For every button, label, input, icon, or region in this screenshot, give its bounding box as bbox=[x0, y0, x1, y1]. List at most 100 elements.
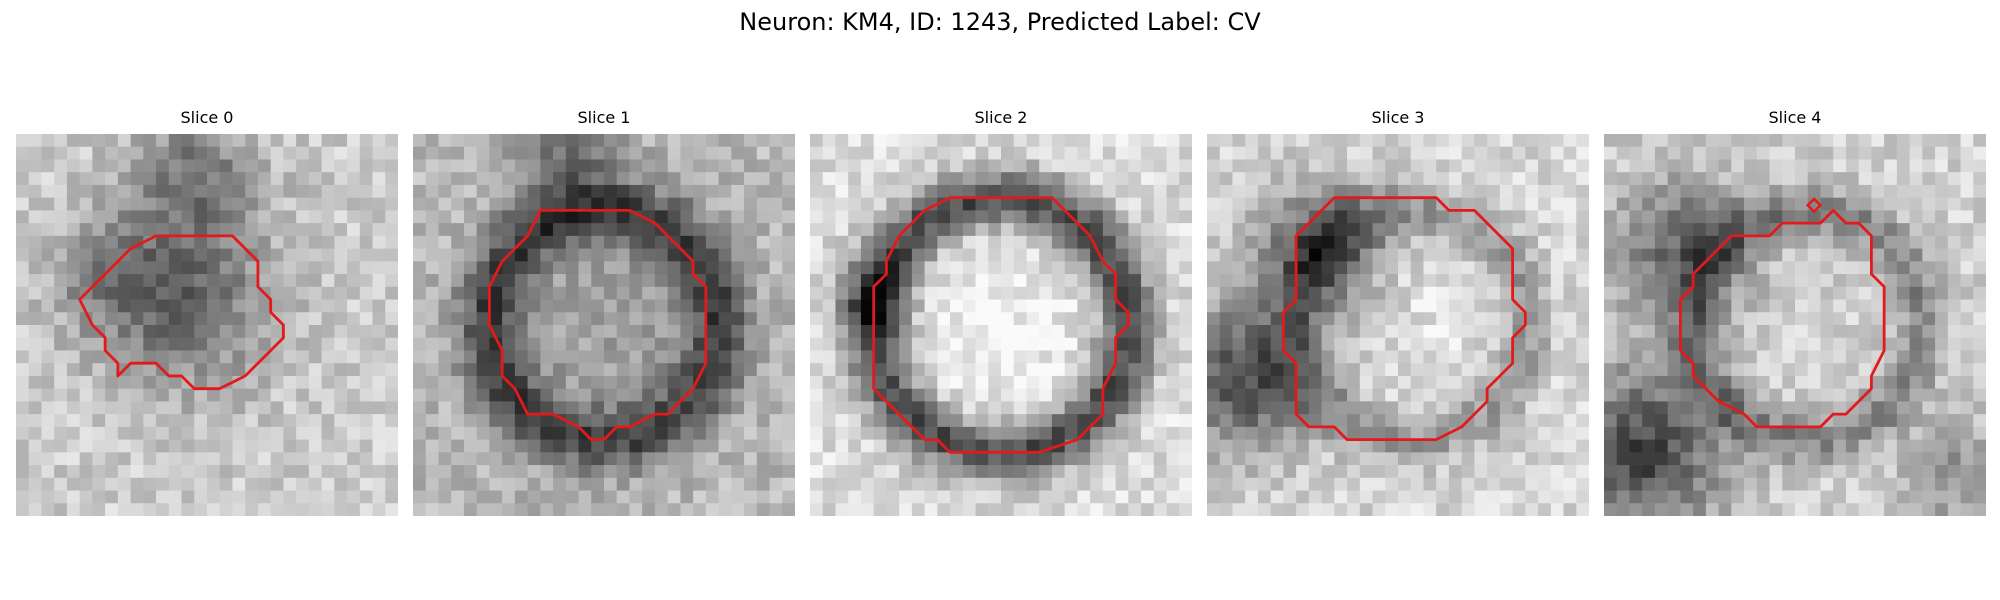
image-pixel bbox=[1461, 363, 1475, 377]
image-pixel bbox=[489, 465, 503, 479]
image-pixel bbox=[1436, 401, 1450, 415]
image-pixel bbox=[334, 490, 348, 504]
image-pixel bbox=[1436, 465, 1450, 479]
image-pixel bbox=[245, 261, 259, 275]
image-pixel bbox=[654, 235, 669, 249]
image-pixel bbox=[835, 375, 849, 390]
image-pixel bbox=[425, 248, 439, 262]
image-pixel bbox=[540, 274, 554, 288]
image-pixel bbox=[1616, 350, 1630, 364]
image-pixel bbox=[1616, 414, 1630, 428]
image-pixel bbox=[41, 388, 55, 402]
image-pixel bbox=[1563, 439, 1577, 453]
image-pixel bbox=[1973, 414, 1986, 428]
image-pixel bbox=[680, 465, 694, 479]
image-pixel bbox=[359, 184, 373, 199]
image-pixel bbox=[731, 477, 745, 491]
image-pixel bbox=[604, 134, 618, 148]
image-pixel bbox=[1820, 299, 1834, 313]
image-pixel bbox=[822, 426, 836, 440]
image-pixel bbox=[1077, 375, 1091, 390]
image-pixel bbox=[975, 426, 989, 440]
image-pixel bbox=[1141, 337, 1155, 351]
image-pixel bbox=[860, 134, 875, 148]
image-pixel bbox=[553, 388, 567, 402]
image-pixel bbox=[1115, 159, 1129, 173]
image-pixel bbox=[514, 375, 528, 390]
image-pixel bbox=[1359, 350, 1373, 364]
image-pixel bbox=[1550, 274, 1564, 288]
image-pixel bbox=[347, 312, 361, 326]
image-pixel bbox=[810, 350, 824, 364]
image-pixel bbox=[822, 248, 836, 262]
image-pixel bbox=[975, 477, 989, 491]
image-pixel bbox=[66, 159, 81, 173]
image-pixel bbox=[283, 325, 297, 339]
image-pixel bbox=[79, 388, 93, 402]
image-pixel bbox=[1756, 210, 1770, 224]
image-pixel bbox=[425, 375, 439, 390]
image-pixel bbox=[1833, 235, 1847, 249]
image-pixel bbox=[1693, 401, 1707, 415]
image-pixel bbox=[1077, 439, 1091, 453]
image-pixel bbox=[642, 503, 656, 516]
image-pixel bbox=[194, 274, 208, 288]
image-pixel bbox=[1347, 452, 1361, 466]
image-pixel bbox=[438, 197, 452, 211]
image-pixel bbox=[578, 465, 592, 479]
image-pixel bbox=[1436, 184, 1450, 199]
image-pixel bbox=[257, 375, 272, 390]
image-pixel bbox=[693, 439, 707, 453]
image-pixel bbox=[756, 286, 770, 300]
image-pixel bbox=[1769, 274, 1783, 288]
image-pixel bbox=[540, 337, 554, 351]
image-pixel bbox=[451, 210, 465, 224]
image-pixel bbox=[578, 223, 592, 237]
image-pixel bbox=[143, 337, 157, 351]
image-pixel bbox=[1820, 223, 1834, 237]
image-pixel bbox=[1321, 274, 1335, 288]
image-pixel bbox=[92, 337, 106, 351]
image-pixel bbox=[1461, 490, 1475, 504]
image-pixel bbox=[1232, 286, 1246, 300]
image-pixel bbox=[1576, 197, 1589, 211]
image-pixel bbox=[1487, 235, 1501, 249]
image-pixel bbox=[283, 197, 297, 211]
image-pixel bbox=[1833, 452, 1847, 466]
image-pixel bbox=[1909, 261, 1923, 275]
image-pixel bbox=[1461, 223, 1475, 237]
image-pixel bbox=[578, 490, 592, 504]
image-pixel bbox=[334, 248, 348, 262]
image-pixel bbox=[924, 286, 938, 300]
image-pixel bbox=[553, 477, 567, 491]
image-pixel bbox=[1973, 146, 1986, 160]
image-pixel bbox=[1115, 426, 1129, 440]
image-pixel bbox=[1512, 363, 1526, 377]
image-pixel bbox=[848, 299, 862, 313]
image-pixel bbox=[1680, 337, 1694, 351]
image-pixel bbox=[1039, 261, 1053, 275]
image-pixel bbox=[1782, 146, 1796, 160]
image-pixel bbox=[1372, 325, 1386, 339]
image-pixel bbox=[1973, 363, 1986, 377]
image-pixel bbox=[79, 274, 93, 288]
image-pixel bbox=[1693, 235, 1707, 249]
image-pixel bbox=[1922, 363, 1936, 377]
image-pixel bbox=[130, 248, 144, 262]
image-pixel bbox=[1654, 401, 1669, 415]
image-pixel bbox=[143, 503, 157, 516]
image-pixel bbox=[1935, 197, 1949, 211]
image-pixel bbox=[257, 197, 272, 211]
image-pixel bbox=[693, 248, 707, 262]
image-pixel bbox=[1896, 312, 1910, 326]
image-pixel bbox=[1576, 235, 1589, 249]
image-pixel bbox=[1026, 235, 1040, 249]
image-pixel bbox=[705, 337, 719, 351]
image-pixel bbox=[1922, 210, 1936, 224]
image-pixel bbox=[782, 465, 795, 479]
image-pixel bbox=[1270, 172, 1284, 186]
image-pixel bbox=[1795, 197, 1809, 211]
image-pixel bbox=[514, 223, 528, 237]
image-pixel bbox=[822, 452, 836, 466]
image-pixel bbox=[1731, 477, 1745, 491]
